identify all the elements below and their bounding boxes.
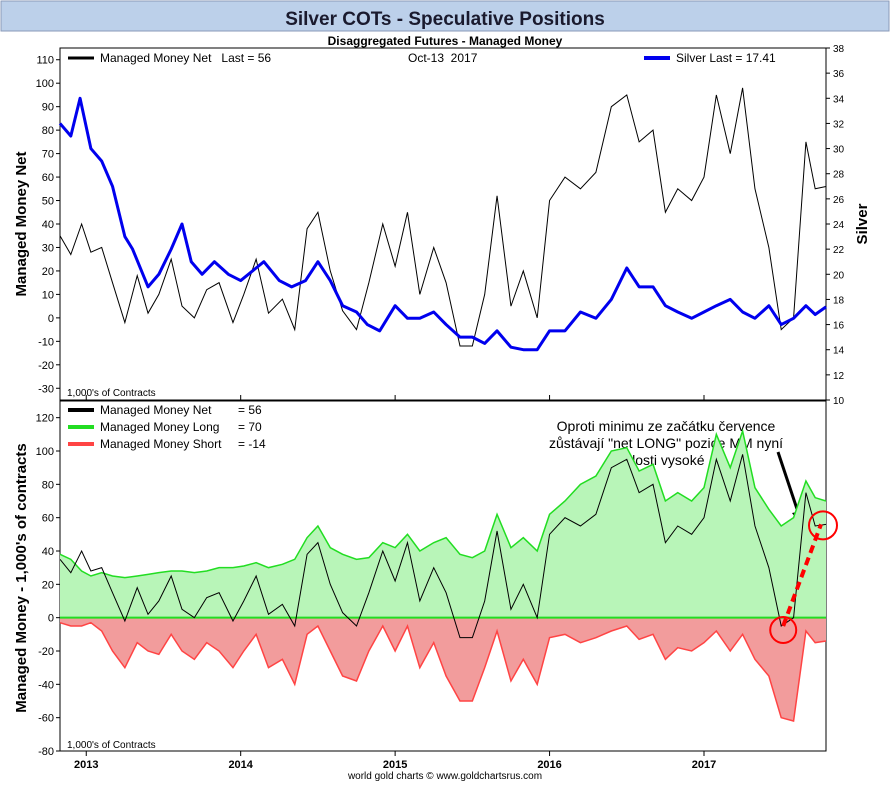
- short-area-fill: [60, 617, 826, 721]
- chart-subtitle: Disaggregated Futures - Managed Money: [328, 34, 563, 48]
- bottom-y-axis-label: Managed Money - 1,000's of contracts: [13, 443, 30, 712]
- top-y2-tick-label: 24: [833, 220, 845, 231]
- net-series-line: [59, 87, 827, 347]
- top-y-tick-label: -30: [38, 383, 54, 395]
- top-y2-axis-label: Silver: [854, 203, 871, 244]
- top-date-label: Oct-13 2017: [408, 51, 478, 65]
- top-y-tick-label: 90: [42, 102, 54, 114]
- annotation-arrow: [776, 451, 802, 519]
- top-y-tick-label: 50: [42, 196, 54, 208]
- trend-dashed-line: [781, 523, 823, 627]
- annotation-line-1: Oproti minimu ze začátku července: [557, 418, 776, 434]
- top-y2-tick-label: 34: [833, 94, 845, 105]
- top-y-tick-label: 10: [42, 289, 54, 301]
- x-tick-label: 2016: [537, 759, 561, 771]
- x-tick-label: 2017: [692, 759, 716, 771]
- top-y2-tick-label: 32: [833, 119, 845, 130]
- legend-b-short-last: = -14: [238, 437, 266, 451]
- annotation-line-3: dosti vysoké: [627, 452, 704, 468]
- x-tick-label: 2014: [228, 759, 253, 771]
- legend-b-net-label: Managed Money Net: [100, 403, 212, 417]
- top-y2-tick-label: 22: [833, 245, 845, 256]
- top-y2-tick-label: 20: [833, 270, 845, 281]
- top-y-tick-label: 100: [36, 78, 54, 90]
- top-y-tick-label: 80: [42, 125, 54, 137]
- legend-b-net-last: = 56: [238, 403, 262, 417]
- bottom-y-tick-label: -80: [38, 746, 54, 758]
- top-y-tick-label: -10: [38, 336, 54, 348]
- bottom-y-tick-label: 120: [36, 413, 54, 425]
- top-y2-tick-label: 18: [833, 295, 845, 306]
- top-y-tick-label: 110: [36, 55, 54, 67]
- bottom-y-tick-label: 20: [42, 579, 54, 591]
- top-y-axis-label: Managed Money Net: [13, 151, 30, 296]
- short-series-line: [59, 621, 827, 722]
- top-y2-tick-label: 36: [833, 69, 845, 80]
- top-y-tick-label: -20: [38, 360, 54, 372]
- bottom-y-tick-label: 100: [36, 446, 54, 458]
- top-y2-tick-label: 10: [833, 396, 845, 407]
- top-y2-tick-label: 16: [833, 321, 845, 332]
- top-y-tick-label: 60: [42, 172, 54, 184]
- bottom-unit-note: 1,000's of Contracts: [67, 740, 156, 751]
- legend-b-long-label: Managed Money Long: [100, 420, 219, 434]
- title-bar: [0, 0, 890, 32]
- top-y2-tick-label: 30: [833, 145, 845, 156]
- legend-b-long-last: = 70: [238, 420, 262, 434]
- bottom-y-tick-label: 60: [42, 513, 54, 525]
- top-y-tick-label: 30: [42, 242, 54, 254]
- bottom-y-tick-label: 80: [42, 479, 54, 491]
- legend-b-short-label: Managed Money Short: [100, 437, 222, 451]
- bottom-y-tick-label: -60: [38, 713, 54, 725]
- legend-net-label: Managed Money Net Last = 56: [100, 51, 271, 65]
- long-area-fill: [60, 431, 826, 618]
- top-y2-tick-label: 26: [833, 195, 845, 206]
- bottom-y-tick-label: -40: [38, 679, 54, 691]
- top-y-tick-label: 0: [48, 313, 54, 325]
- top-y-tick-label: 40: [42, 219, 54, 231]
- top-y-tick-label: 70: [42, 149, 54, 161]
- legend-silver-label: Silver Last = 17.41: [676, 51, 776, 65]
- bottom-y-tick-label: -20: [38, 646, 54, 658]
- annotation-line-2: zůstávají "net LONG" pozice MM nyní: [549, 435, 783, 451]
- top-y2-tick-label: 38: [833, 44, 845, 55]
- chart-title: Silver COTs - Speculative Positions: [285, 9, 605, 30]
- top-y-tick-label: 20: [42, 266, 54, 278]
- bottom-y-tick-label: 0: [48, 613, 54, 625]
- top-y2-tick-label: 14: [833, 346, 845, 357]
- current-point-circle: [808, 510, 838, 541]
- low-point-circle: [769, 616, 798, 644]
- top-unit-note: 1,000's of Contracts: [67, 388, 156, 399]
- top-y2-tick-label: 28: [833, 170, 845, 181]
- silver-price-line: [58, 96, 827, 352]
- bottom-y-tick-label: 40: [42, 546, 54, 558]
- top-y2-tick-label: 12: [833, 371, 845, 382]
- x-tick-label: 2015: [383, 759, 407, 771]
- footer-credit: world gold charts © www.goldchartsrus.co…: [347, 771, 542, 782]
- top-plot-area: [59, 47, 827, 401]
- long-series-line: [59, 428, 827, 579]
- bottom-net-series-line: [59, 454, 827, 639]
- x-tick-label: 2013: [74, 759, 98, 771]
